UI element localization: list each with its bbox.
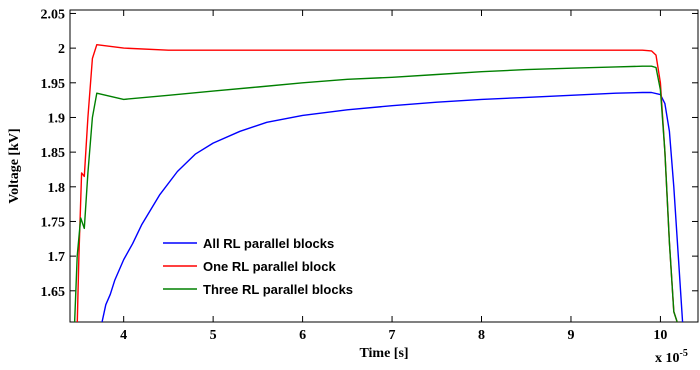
legend-label-three-rl: Three RL parallel blocks	[203, 282, 353, 297]
y-axis-label: Voltage [kV]	[7, 128, 22, 203]
x-tick-label: 6	[299, 328, 306, 343]
y-tick-label: 1.75	[41, 215, 66, 230]
legend-label-one-rl: One RL parallel block	[203, 259, 336, 274]
x-multiplier-exponent: -5	[680, 348, 688, 359]
y-tick-label: 1.65	[41, 285, 66, 300]
legend-label-all-rl: All RL parallel blocks	[203, 236, 334, 251]
x-tick-label: 9	[567, 328, 574, 343]
legend: All RL parallel blocks One RL parallel b…	[163, 236, 353, 297]
x-tick-label: 10	[653, 328, 667, 343]
x-tick-label: 7	[389, 328, 396, 343]
x-tick-label: 5	[210, 328, 217, 343]
y-tick-label: 2.05	[41, 7, 66, 22]
x-tick-label: 8	[478, 328, 485, 343]
x-multiplier-label: x 10-5	[655, 348, 688, 366]
y-tick-label: 1.95	[41, 77, 66, 92]
x-tick-label: 4	[120, 328, 127, 343]
plot-area	[69, 9, 699, 323]
series-line-2	[73, 65, 678, 322]
series-group	[73, 44, 684, 322]
axis-ticks: 4 5 6 7 8 9 10 1.65 1.7 1.75 1.8 1.85 1.9 1.95 2 2.05	[41, 7, 698, 343]
y-tick-label: 2	[58, 42, 65, 57]
x-axis-label: Time [s]	[359, 346, 408, 361]
y-tick-label: 1.7	[48, 250, 66, 265]
y-tick-label: 1.8	[48, 181, 66, 196]
y-tick-label: 1.85	[41, 146, 66, 161]
y-tick-label: 1.9	[48, 111, 66, 126]
